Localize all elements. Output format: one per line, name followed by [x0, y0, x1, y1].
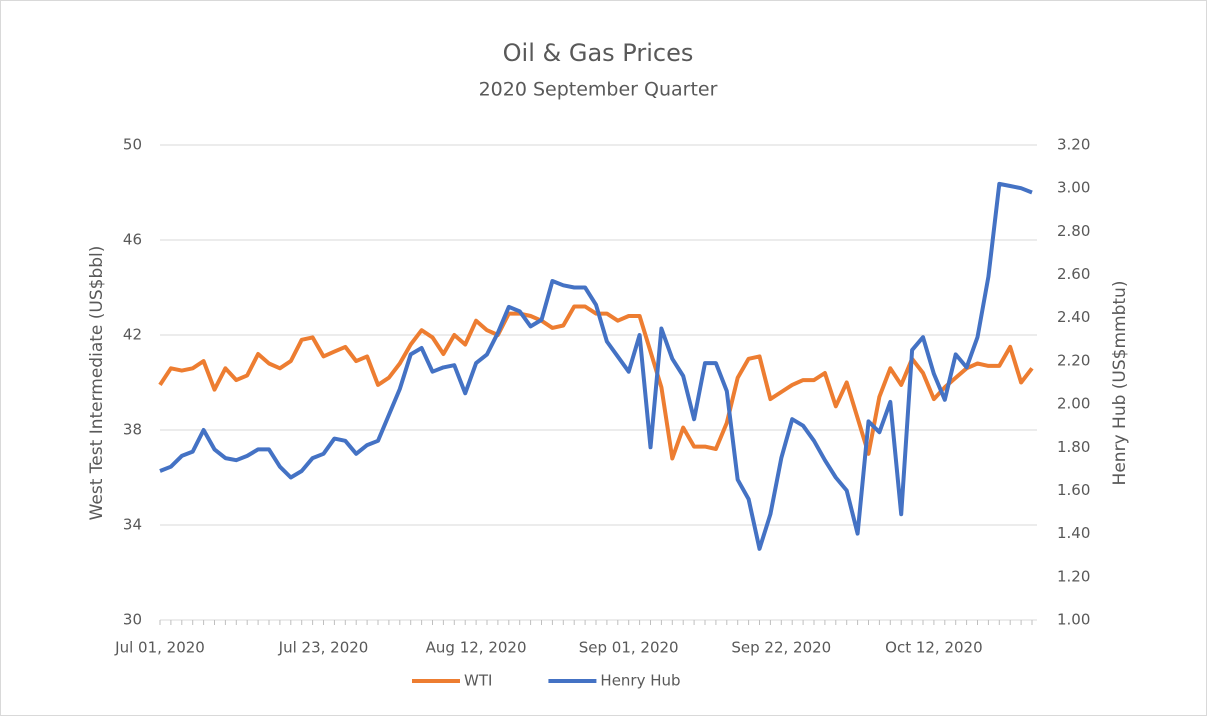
y2-tick-label: 2.80 — [1057, 222, 1090, 240]
legend-label: Henry Hub — [600, 672, 680, 690]
y2-tick-label: 1.00 — [1057, 611, 1090, 629]
y2-axis-title: Henry Hub (US$mmbtu) — [1110, 281, 1130, 486]
x-tick-label: Jul 01, 2020 — [114, 639, 205, 657]
y2-tick-label: 2.20 — [1057, 351, 1090, 369]
x-tick-label: Aug 12, 2020 — [426, 639, 527, 657]
chart-title: Oil & Gas Prices — [503, 39, 694, 67]
y2-tick-label: 3.20 — [1057, 136, 1090, 154]
y2-tick-label: 2.00 — [1057, 395, 1090, 413]
y-tick-label: 38 — [123, 421, 142, 439]
series-line — [159, 181, 1033, 551]
x-tick-label: Sep 22, 2020 — [731, 639, 831, 657]
y-tick-label: 34 — [123, 516, 142, 534]
y2-tick-label: 2.40 — [1057, 308, 1090, 326]
series-line — [158, 304, 1034, 461]
x-tick-label: Oct 12, 2020 — [885, 639, 983, 657]
y2-tick-label: 1.60 — [1057, 481, 1090, 499]
y-tick-label: 30 — [123, 611, 142, 629]
chart-subtitle: 2020 September Quarter — [479, 79, 718, 101]
y2-tick-label: 3.00 — [1057, 179, 1090, 197]
y-tick-label: 50 — [123, 136, 142, 154]
x-tick-label: Jul 23, 2020 — [278, 639, 369, 657]
legend-label: WTI — [464, 672, 492, 690]
y-tick-label: 42 — [123, 326, 142, 344]
y2-tick-label: 1.20 — [1057, 567, 1090, 585]
y2-tick-label: 2.60 — [1057, 265, 1090, 283]
y2-tick-label: 1.80 — [1057, 438, 1090, 456]
x-tick-label: Sep 01, 2020 — [579, 639, 679, 657]
y-tick-label: 46 — [123, 231, 142, 249]
y2-tick-label: 1.40 — [1057, 524, 1090, 542]
y-axis-title: West Test Intermediate (US$bbl) — [87, 246, 107, 521]
